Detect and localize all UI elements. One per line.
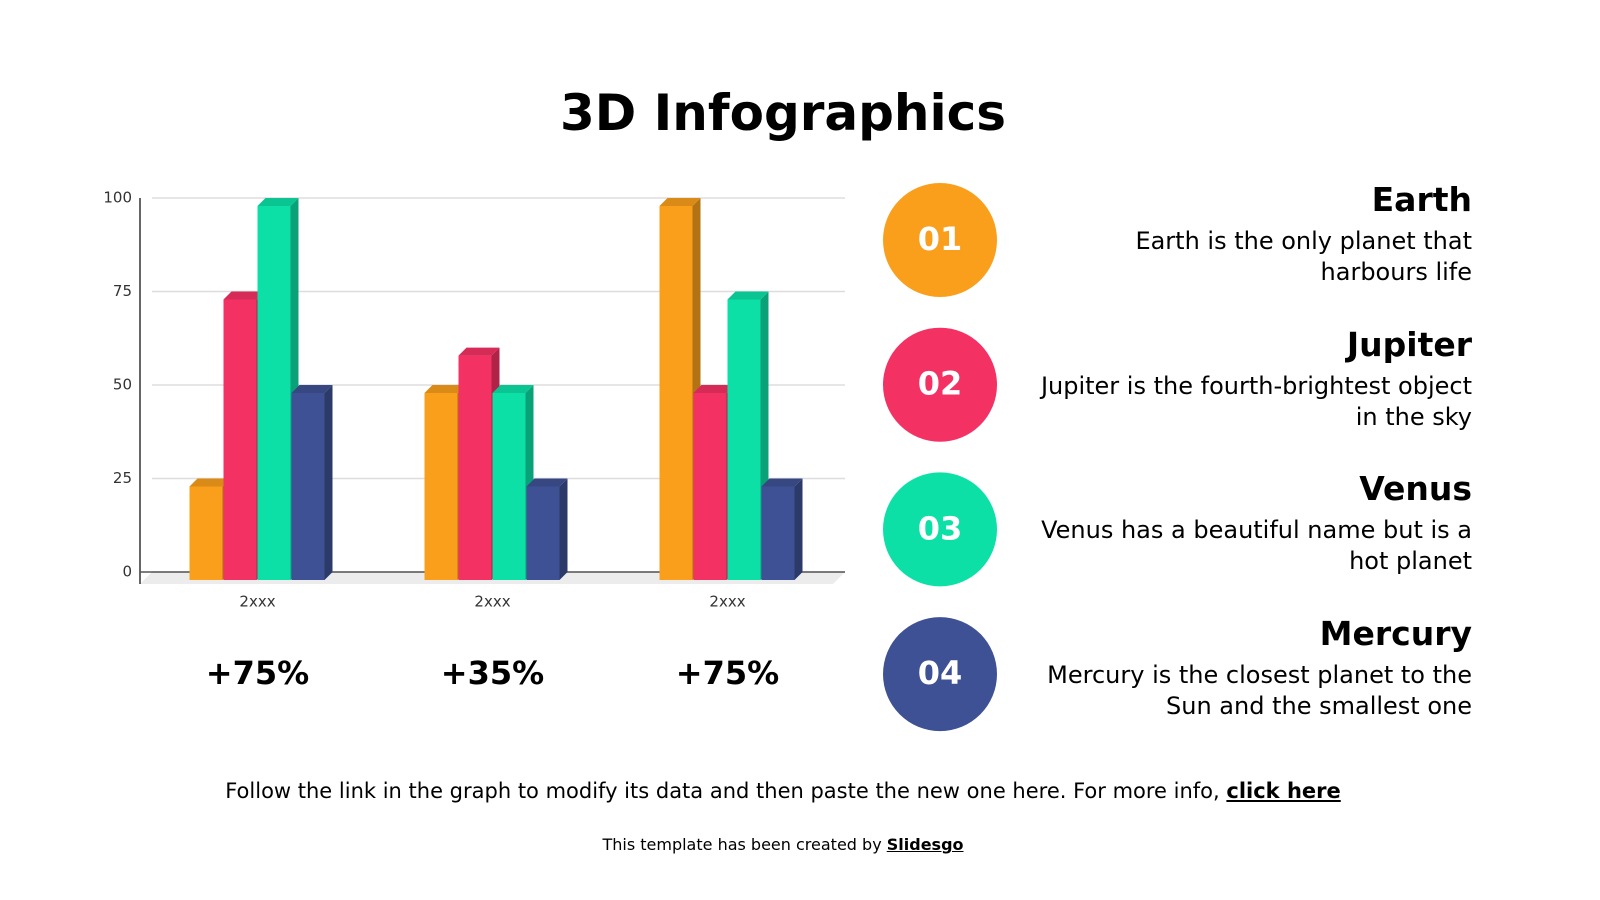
bar-side-shade (559, 478, 568, 580)
y-tick-label: 75 (113, 282, 132, 300)
legend-circle (883, 617, 997, 732)
footer-link[interactable]: click here (1226, 779, 1341, 803)
legend-name: Earth (1371, 180, 1472, 219)
bar-top (458, 347, 500, 356)
legend-circle (883, 472, 997, 587)
legend-description: Jupiter is the fourth-brightest object i… (1040, 371, 1472, 431)
bar-top (257, 198, 299, 206)
bar-top-shade (291, 385, 333, 393)
bar-front (223, 299, 257, 580)
bar-top (223, 291, 265, 300)
bar-top-shade (257, 198, 299, 206)
bar-top (424, 385, 466, 393)
legend-description: Mercury is the closest planet to the Sun… (1047, 661, 1472, 721)
bar-top-shade (727, 291, 769, 300)
bar-side (324, 385, 333, 580)
y-tick-label: 25 (113, 469, 132, 487)
legend-description: Venus has a beautiful name but is a hot … (1041, 516, 1472, 576)
legend-number: 02 (918, 365, 963, 403)
bar-front (693, 393, 727, 580)
bar (761, 478, 803, 580)
legend-number: 03 (918, 509, 963, 547)
x-tick-label: 2xxx (239, 593, 275, 611)
x-tick-label: 2xxx (474, 593, 510, 611)
bar-front (526, 486, 560, 580)
bar-front (189, 486, 223, 580)
legend-circle (883, 327, 997, 442)
bar (291, 385, 333, 580)
credit-text: This template has been created by (602, 835, 887, 854)
legend-number: 01 (918, 220, 963, 258)
group-label: +35% (441, 654, 544, 692)
group-label: +75% (206, 654, 309, 692)
bar-front (761, 486, 795, 580)
bar-front (424, 393, 458, 580)
legend-number: 04 (918, 654, 963, 692)
bar-side-shade (794, 478, 803, 580)
bar-side (559, 478, 568, 580)
x-tick-label: 2xxx (709, 593, 745, 611)
bar-front (257, 206, 291, 580)
title: 3D Infographics (559, 84, 1007, 142)
bar-front (659, 206, 693, 580)
bar-top-shade (424, 385, 466, 393)
bar-top (761, 478, 803, 487)
legend-circle (883, 183, 997, 297)
legend-name: Mercury (1319, 614, 1472, 654)
bar-top-shade (526, 478, 568, 487)
legend-name: Venus (1359, 469, 1472, 509)
footer: Follow the link in the graph to modify i… (0, 779, 1566, 803)
bar-front (492, 393, 526, 580)
y-tick-label: 50 (113, 376, 132, 394)
bar-front (727, 299, 761, 580)
bar-top-shade (693, 385, 735, 393)
y-tick-label: 100 (103, 189, 132, 207)
bar-top-shade (659, 198, 701, 206)
bar-front (291, 393, 325, 580)
bar-top-shade (189, 478, 231, 487)
bar-top (659, 198, 701, 206)
credit-link[interactable]: Slidesgo (886, 835, 964, 854)
bar-side (794, 478, 803, 580)
group-label: +75% (676, 654, 779, 692)
bar-top-shade (223, 291, 265, 300)
bar-top-shade (458, 347, 500, 356)
legend-description: Earth is the only planet that harbours l… (1135, 227, 1472, 286)
bar-top (189, 478, 231, 487)
legend-name: Jupiter (1346, 324, 1472, 364)
y-tick-label: 0 (122, 563, 132, 581)
bar-top-shade (761, 478, 803, 487)
footer-text: Follow the link in the graph to modify i… (225, 779, 1227, 803)
credit: This template has been created by Slides… (0, 835, 1566, 854)
bar-top (291, 385, 333, 393)
bar-front (458, 355, 492, 580)
bar (257, 198, 299, 580)
bar (526, 478, 568, 580)
bar-top (727, 291, 769, 300)
bar-top (693, 385, 735, 393)
bar-side-shade (324, 385, 333, 580)
bar-top (526, 478, 568, 487)
bar-top-shade (492, 385, 534, 393)
bar-top (492, 385, 534, 393)
